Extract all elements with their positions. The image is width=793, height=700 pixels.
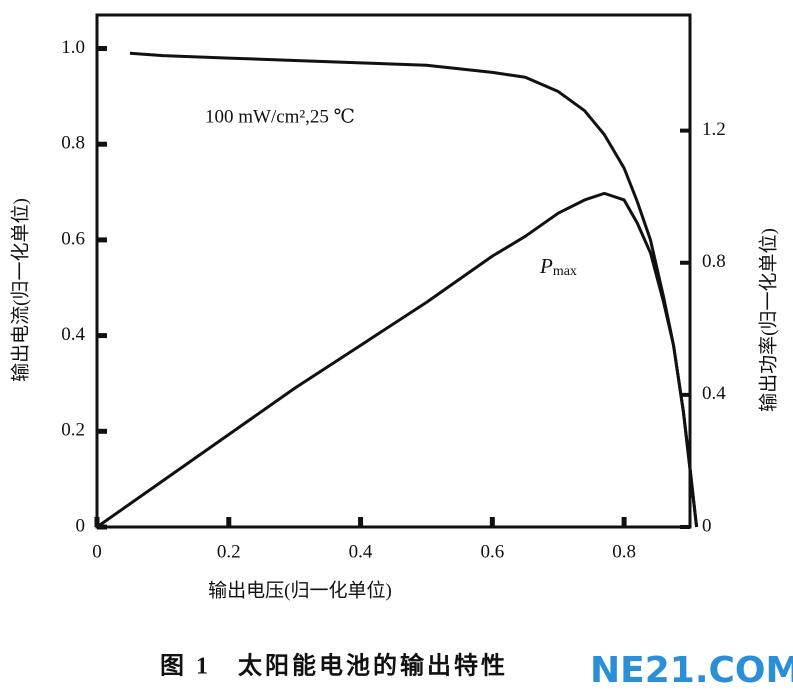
x-tick-label: 0.8 xyxy=(612,541,636,562)
y2-tick-label: 0 xyxy=(702,515,712,536)
x-axis-label: 输出电压(归一化单位) xyxy=(208,579,392,601)
y-tick-label: 0.2 xyxy=(61,420,85,441)
figure-caption: 图 1 太阳能电池的输出特性 xyxy=(160,652,508,680)
y2-tick-label: 1.2 xyxy=(702,119,726,140)
y2-tick-label: 0.4 xyxy=(702,383,726,404)
plot-frame xyxy=(95,13,692,529)
x-tick-label: 0.6 xyxy=(480,541,504,562)
x-tick-label: 0 xyxy=(92,541,102,562)
annotation: 100 mW/cm²,25 ℃ xyxy=(205,106,355,127)
watermark: NE21.COM xyxy=(590,650,793,691)
pmax-sub: max xyxy=(553,264,577,279)
y-tick-label: 0 xyxy=(76,515,86,536)
y-tick-label: 0.4 xyxy=(61,324,85,345)
y2-axis-label: 输出功率(归一化单位) xyxy=(757,228,779,412)
y-tick-label: 1.0 xyxy=(61,37,85,58)
x-tick-label: 0.4 xyxy=(349,541,373,562)
y-tick-label: 0.6 xyxy=(61,228,85,249)
y-tick-label: 0.8 xyxy=(61,133,85,154)
y-axis-label: 输出电流(归一化单位) xyxy=(9,198,31,382)
pmax-label: Pmax xyxy=(539,254,577,279)
pmax-base: P xyxy=(539,254,553,278)
y2-tick-label: 0.8 xyxy=(702,251,726,272)
x-tick-label: 0.2 xyxy=(217,541,241,562)
series-line xyxy=(96,191,699,529)
